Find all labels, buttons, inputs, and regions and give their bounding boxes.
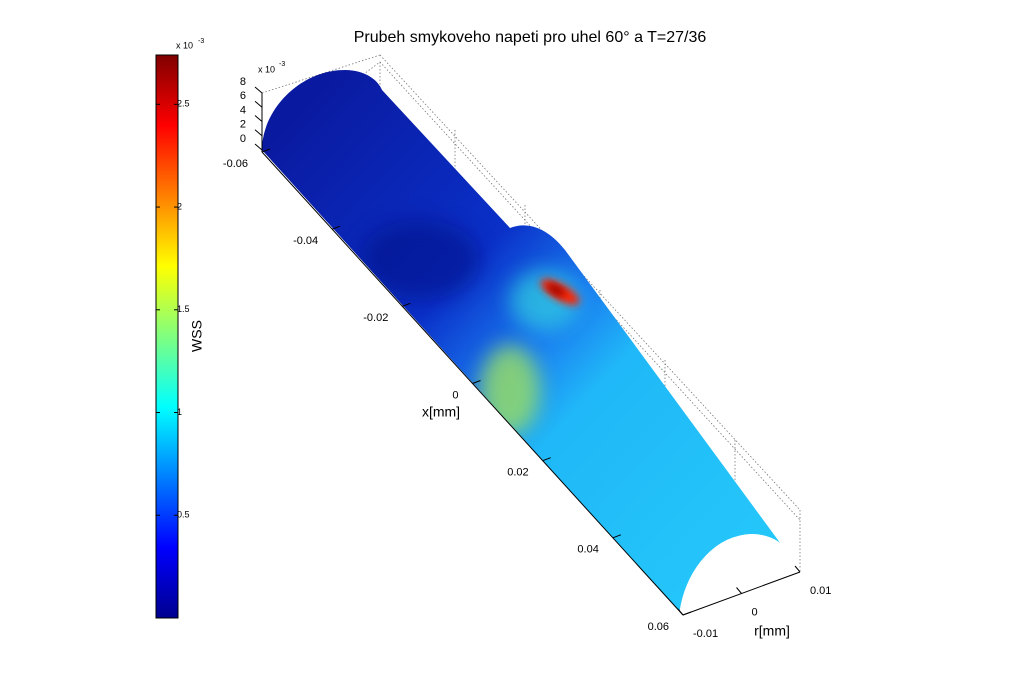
r-tick-label: -0.01	[693, 628, 718, 640]
chart-title: Prubeh smykoveho napeti pro uhel 60° a T…	[354, 29, 707, 46]
x-tick-label: -0.02	[363, 312, 388, 324]
z-tick	[254, 143, 263, 151]
x-tick-label: 0	[452, 389, 458, 401]
r-tick	[794, 565, 801, 573]
colorbar-exponent: x 10	[176, 40, 193, 50]
colorbar-tick-label: 1.5	[177, 304, 190, 314]
z-tick	[254, 86, 263, 94]
r-tick-label: 0	[752, 606, 758, 618]
z-tick	[254, 129, 263, 137]
x-axis-label: x[mm]	[422, 404, 460, 420]
x-tick-label: -0.06	[223, 158, 248, 170]
z-tick-label: 4	[240, 104, 246, 116]
x-tick	[402, 302, 411, 307]
x-tick	[472, 380, 481, 384]
x-tick-label: 0.02	[507, 467, 528, 479]
colorbar-scale	[155, 54, 179, 619]
z-tick-label: 6	[240, 90, 246, 102]
z-tick-label: 0	[240, 133, 246, 145]
x-tick	[542, 457, 551, 462]
r-tick-label: 0.01	[810, 585, 831, 597]
colorbar-tick-label: 2.5	[177, 99, 190, 109]
z-exponent: x 10	[258, 64, 275, 74]
colorbar-tick-label: 1	[177, 407, 182, 417]
x-tick	[682, 611, 692, 616]
box	[261, 54, 801, 572]
colorbar-tick-label: 0.5	[177, 510, 190, 520]
x-tick	[331, 225, 341, 230]
colorbar-label: WSS	[189, 320, 205, 352]
z-tick	[254, 115, 263, 122]
x-tick	[261, 148, 271, 153]
z-tick-label: 2	[240, 119, 246, 131]
colorbar: WSS x 10 -3	[155, 38, 205, 619]
x-tick-label: -0.04	[293, 235, 318, 247]
colorbar-exponent-power: -3	[198, 38, 204, 45]
colorbar-tick-label: 2	[177, 201, 182, 211]
tube-opening	[679, 534, 801, 613]
x-tick-label: 0.06	[648, 621, 669, 633]
x-tick	[612, 534, 622, 539]
x-tick-label: 0.04	[577, 544, 598, 556]
r-axis-label: r[mm]	[754, 623, 790, 639]
r-tick	[736, 587, 742, 594]
z-exponent-power: -3	[279, 61, 285, 68]
surface	[262, 70, 800, 612]
z-tick-label: 8	[240, 76, 246, 88]
z-tick	[254, 100, 263, 108]
r-tick	[677, 608, 684, 616]
